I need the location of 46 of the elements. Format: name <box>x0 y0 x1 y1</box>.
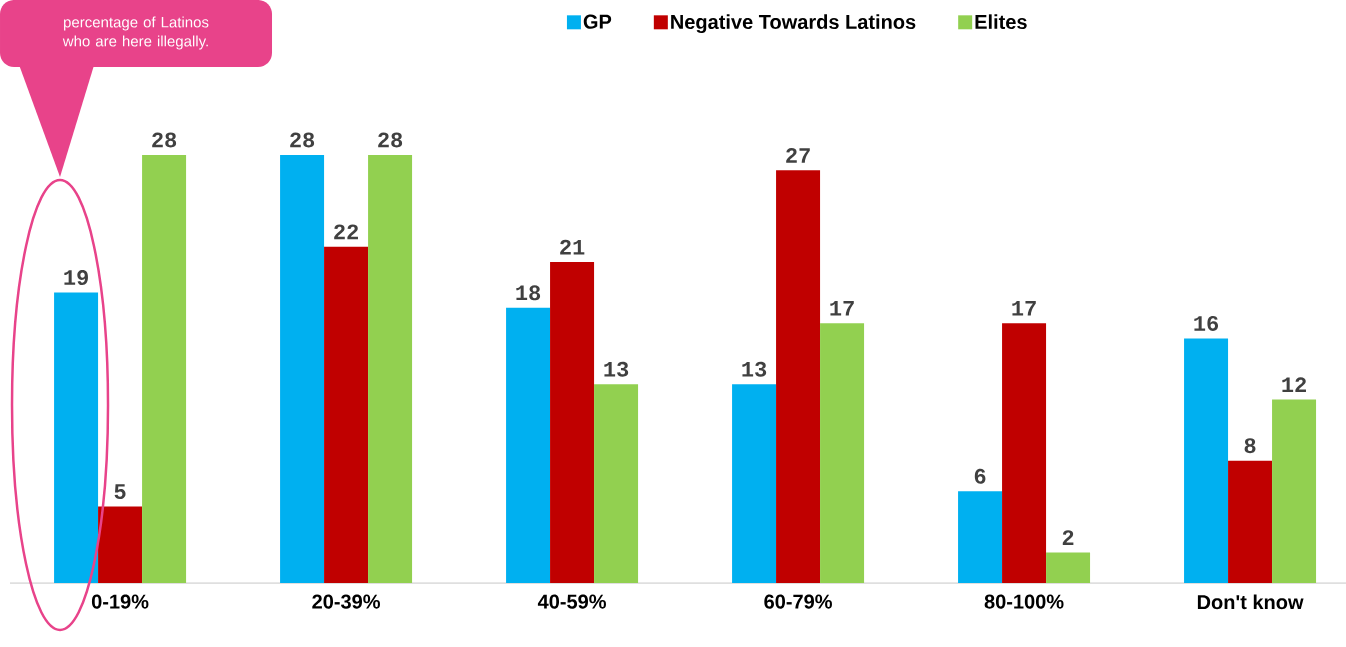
data-label: 2 <box>1062 530 1074 545</box>
bar <box>98 506 143 583</box>
data-label: 16 <box>1194 315 1219 331</box>
data-label: 8 <box>1244 438 1256 454</box>
data-label: 27 <box>786 148 810 163</box>
bar <box>506 307 551 583</box>
data-label: 6 <box>974 468 986 484</box>
data-label: 21 <box>560 239 585 255</box>
bar <box>732 384 777 583</box>
bar <box>54 292 99 583</box>
bar <box>958 491 1003 583</box>
data-label: 13 <box>742 361 767 377</box>
bar <box>1228 460 1273 583</box>
bar <box>1272 399 1317 583</box>
bar <box>776 170 821 583</box>
data-label: 28 <box>152 132 177 148</box>
data-label: 17 <box>1012 301 1036 316</box>
bar <box>820 323 865 583</box>
bar <box>1046 552 1091 583</box>
bar <box>324 246 369 583</box>
x-tick-label: 0-19% <box>91 594 149 609</box>
data-label: 5 <box>114 484 126 500</box>
bar <box>1184 338 1229 583</box>
data-label: 28 <box>378 132 403 148</box>
x-tick-label: 80-100% <box>984 594 1064 609</box>
data-label: 13 <box>604 361 629 377</box>
legend-label: GP <box>583 14 612 29</box>
text: percentage of Latinos who are here illegally. <box>62 16 209 50</box>
data-label: 28 <box>290 132 315 148</box>
bar <box>280 154 325 583</box>
x-tick-label: 40-59% <box>537 594 606 609</box>
bar <box>594 384 639 583</box>
legend-label: Elites <box>975 14 1027 29</box>
data-label: 17 <box>830 301 854 316</box>
x-tick-label: 20-39% <box>312 594 380 609</box>
data-label: 12 <box>1282 377 1306 393</box>
bar <box>142 154 187 583</box>
data-label: 19 <box>64 270 88 286</box>
bar <box>368 154 413 583</box>
bar <box>550 261 595 583</box>
x-tick-label: 60-79% <box>764 594 832 609</box>
x-tick-label: Don't know <box>1197 594 1304 610</box>
data-label: 22 <box>334 224 358 240</box>
data-label: 18 <box>516 285 541 301</box>
bar <box>1002 323 1047 583</box>
legend-label: Negative Towards Latinos <box>671 14 916 34</box>
